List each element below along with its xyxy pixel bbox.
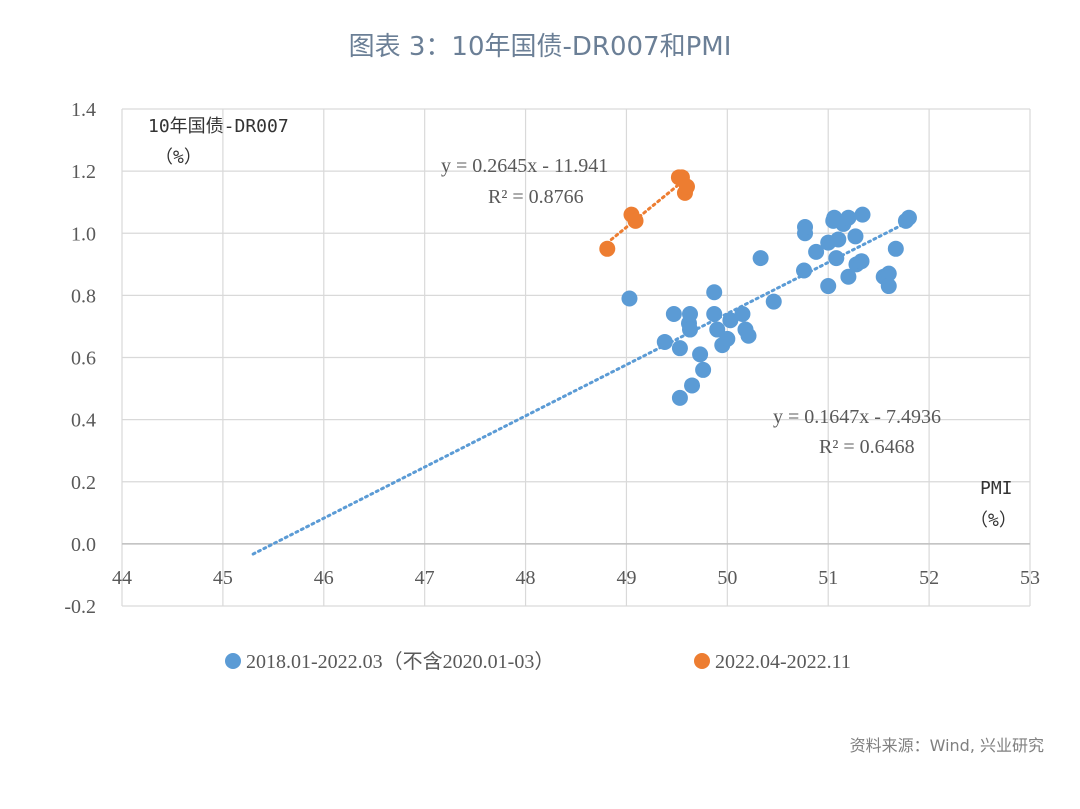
- y-axis-label-line2: （%）: [155, 147, 202, 168]
- data-point-orange: [627, 212, 644, 229]
- trendline-r2-blue: R² = 0.6468: [819, 436, 915, 458]
- data-point-blue: [621, 290, 638, 307]
- y-tick-label: -0.2: [64, 596, 96, 618]
- x-tick-label: 53: [1020, 567, 1040, 589]
- data-point-blue: [706, 306, 723, 323]
- data-point-blue: [722, 312, 739, 329]
- y-tick-label: 1.4: [71, 99, 96, 121]
- data-point-blue: [900, 209, 917, 226]
- data-point-blue: [719, 330, 736, 347]
- trendline-r2-orange: R² = 0.8766: [488, 186, 584, 208]
- data-point-orange: [678, 178, 695, 195]
- data-point-blue: [808, 243, 825, 260]
- x-tick-label: 45: [213, 567, 233, 589]
- x-axis-label-line1: PMI: [980, 478, 1013, 499]
- data-points: [599, 169, 917, 406]
- data-point-blue: [853, 253, 870, 270]
- data-point-blue: [734, 306, 751, 323]
- data-point-blue: [695, 361, 712, 378]
- data-point-blue: [797, 219, 814, 236]
- data-point-blue: [796, 262, 813, 279]
- data-point-blue: [840, 268, 857, 285]
- trendline-orange: [609, 176, 689, 242]
- data-point-orange: [599, 240, 616, 257]
- grid-lines: [121, 108, 1031, 607]
- legend-label-orange: 2022.04-2022.11: [715, 651, 851, 673]
- data-point-blue: [665, 306, 682, 323]
- data-point-blue: [740, 327, 757, 344]
- data-point-blue: [854, 206, 871, 223]
- legend-marker-blue: [225, 653, 241, 669]
- x-tick-labels: 44 45 46 47 48 49 50 51 52 53: [112, 567, 1040, 589]
- data-point-blue: [880, 278, 897, 295]
- x-tick-label: 47: [415, 567, 435, 589]
- data-point-blue: [765, 293, 782, 310]
- data-point-blue: [820, 278, 837, 295]
- x-tick-label: 44: [112, 567, 132, 589]
- data-point-blue: [682, 321, 699, 338]
- y-tick-label: 1.0: [71, 223, 96, 245]
- x-axis-label-line2: （%）: [970, 510, 1017, 531]
- source-note: 资料来源：Wind, 兴业研究: [849, 736, 1044, 755]
- chart-title: 图表 3：10年国债-DR007和PMI: [348, 32, 732, 62]
- data-point-blue: [847, 228, 864, 245]
- data-point-blue: [880, 265, 897, 282]
- y-axis-label-line1: 10年国债-DR007: [148, 116, 289, 137]
- x-tick-label: 46: [314, 567, 334, 589]
- legend-marker-orange: [694, 653, 710, 669]
- trendline-equation-blue: y = 0.1647x - 7.4936: [773, 406, 941, 428]
- y-tick-label: 0.8: [71, 285, 96, 307]
- y-tick-labels: -0.2 0.0 0.2 0.4 0.6 0.8 1.0 1.2 1.4: [64, 99, 96, 618]
- data-point-blue: [656, 333, 673, 350]
- trendline-equation-orange: y = 0.2645x - 11.941: [441, 155, 608, 177]
- y-tick-label: 1.2: [71, 161, 96, 183]
- x-tick-label: 48: [516, 567, 536, 589]
- data-point-blue: [706, 284, 723, 301]
- data-point-blue: [752, 250, 769, 267]
- data-point-blue: [840, 209, 857, 226]
- data-point-blue: [887, 240, 904, 257]
- y-tick-label: 0.6: [71, 348, 96, 370]
- data-point-blue: [709, 321, 726, 338]
- legend: 2018.01-2022.03（不含2020.01-03） 2022.04-20…: [225, 650, 851, 673]
- data-point-blue: [671, 340, 688, 357]
- data-point-blue: [830, 231, 847, 248]
- x-tick-label: 52: [919, 567, 939, 589]
- data-point-blue: [671, 389, 688, 406]
- legend-label-blue: 2018.01-2022.03（不含2020.01-03）: [246, 650, 554, 673]
- data-point-blue: [828, 250, 845, 267]
- x-tick-label: 50: [717, 567, 737, 589]
- y-tick-label: 0.2: [71, 472, 96, 494]
- data-point-blue: [684, 377, 701, 394]
- data-point-blue: [692, 346, 709, 363]
- x-tick-label: 51: [818, 567, 838, 589]
- y-tick-label: 0.0: [71, 534, 96, 556]
- y-tick-label: 0.4: [71, 410, 96, 432]
- data-point-blue: [682, 306, 699, 323]
- x-tick-label: 49: [616, 567, 636, 589]
